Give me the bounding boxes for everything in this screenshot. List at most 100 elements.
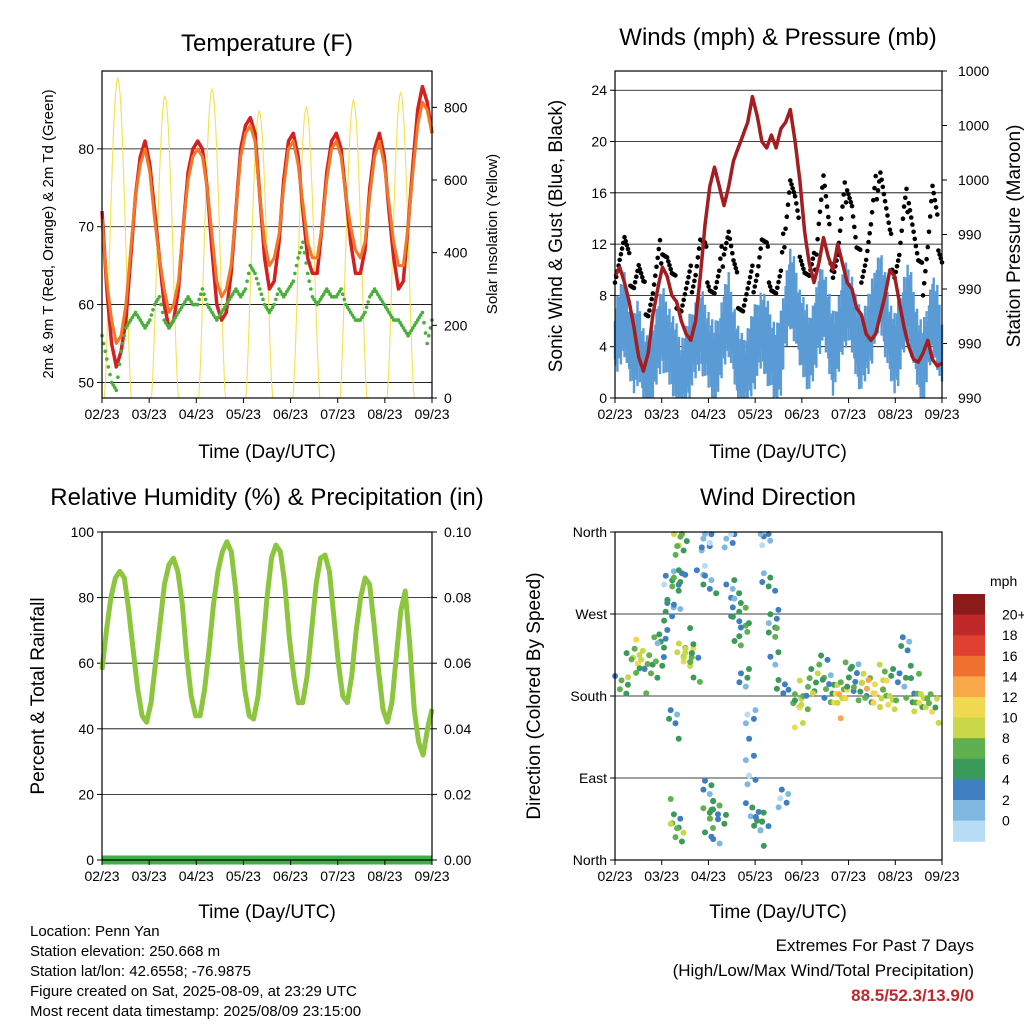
wind-direction-point	[742, 604, 749, 611]
gust-point	[694, 264, 700, 269]
gust-point	[911, 229, 916, 235]
wind-direction-point	[903, 694, 910, 701]
wind-direction-point	[746, 666, 752, 672]
colorbar-swatch	[953, 697, 985, 719]
gust-point	[920, 293, 926, 298]
gust-point	[840, 204, 845, 209]
gust-point	[849, 203, 855, 209]
dewpoint-point	[160, 310, 165, 315]
gust-point	[776, 279, 781, 285]
dewpoint-point	[339, 287, 343, 291]
gust-point	[731, 258, 736, 263]
colorbar-swatch	[953, 717, 985, 739]
wind-direction-title: Wind Direction	[700, 484, 856, 511]
gust-point	[717, 268, 722, 274]
wind-direction-point	[899, 634, 906, 641]
dewpoint-point	[105, 357, 109, 361]
y2-tick-label: 1000	[958, 172, 989, 188]
plot-frame	[614, 531, 943, 861]
station-location: Location: Penn Yan	[30, 923, 160, 940]
dewpoint-point	[181, 302, 186, 307]
humidity-line	[99, 539, 435, 758]
wind-direction-point	[672, 551, 679, 558]
wind-direction-point	[814, 670, 821, 677]
dewpoint-point	[259, 292, 264, 297]
dewpoint-point	[133, 310, 138, 315]
dewpoint-point	[419, 313, 423, 317]
wind-direction-point	[675, 640, 682, 647]
gust-point	[756, 264, 761, 269]
dewpoint-point	[113, 385, 117, 390]
wind-direction-point	[677, 533, 684, 540]
dewpoint-point	[411, 326, 415, 330]
gust-point	[752, 284, 758, 289]
wind-direction-point	[765, 620, 772, 627]
y2-tick-label: 800	[444, 99, 468, 115]
gust-point	[647, 308, 652, 313]
colorbar-label: 6	[1002, 751, 1010, 767]
wind-direction-point	[729, 540, 736, 546]
wind-direction-point	[775, 606, 782, 613]
gust-point	[875, 188, 881, 193]
gust-point	[868, 222, 874, 227]
gust-point	[746, 280, 752, 286]
gust-point	[935, 212, 940, 217]
gust-point	[795, 208, 800, 213]
dewpoint-point	[293, 271, 297, 276]
gust-point	[789, 182, 794, 187]
wind-direction-point	[837, 679, 844, 686]
wind-direction-point	[798, 701, 805, 708]
y-tick-label: 80	[78, 590, 94, 606]
dewpoint-point	[348, 310, 353, 315]
wind-direction-point	[842, 659, 849, 666]
x-tick-label: 07/23	[831, 868, 866, 884]
wind-direction-point	[738, 670, 744, 677]
wind-direction-point	[674, 711, 681, 718]
dewpoint-point	[399, 323, 404, 328]
wind-direction-point	[696, 678, 703, 685]
wind-direction-point	[744, 711, 751, 718]
gust-point	[712, 291, 717, 296]
wind-direction-point	[669, 583, 676, 590]
wind-direction-point	[775, 804, 782, 811]
wind-direction-point	[816, 661, 823, 668]
gust-point	[619, 246, 625, 251]
dewpoint-point	[321, 292, 326, 297]
dewpoint-point	[132, 313, 136, 317]
wind-direction-point	[852, 678, 859, 685]
wind-direction-point	[759, 579, 766, 585]
gust-point	[927, 214, 933, 219]
wind-direction-point	[767, 653, 774, 660]
gust-point	[724, 240, 729, 246]
gust-point	[749, 269, 754, 274]
y2-tick-label: 0.08	[444, 590, 471, 606]
plot-frame	[614, 70, 943, 399]
wind-direction-point	[847, 665, 854, 672]
wind-direction-xlabel: Time (Day/UTC)	[709, 902, 847, 923]
gust-point	[858, 247, 863, 253]
gust-point	[654, 264, 659, 270]
wind-direction-point	[917, 691, 924, 698]
dewpoint-point	[270, 305, 275, 310]
wind-direction-point	[731, 638, 738, 644]
gust-point	[777, 274, 782, 279]
wind-direction-point	[670, 568, 677, 575]
x-tick-label: 03/23	[132, 868, 167, 884]
wind-direction-point	[818, 652, 825, 659]
y2-tick-label: 600	[444, 172, 468, 188]
gust-point	[867, 231, 872, 236]
wind-direction-point	[772, 587, 779, 594]
winds-title: Winds (mph) & Pressure (mb)	[619, 24, 936, 51]
wind-direction-point	[661, 644, 667, 651]
wind-direction-point	[698, 544, 705, 551]
colorbar-title: mph	[990, 573, 1017, 589]
dewpoint-point	[376, 292, 380, 297]
y-tick-label: 60	[78, 297, 94, 313]
gust-point	[785, 202, 791, 207]
wind-direction-point	[638, 656, 645, 663]
wind-direction-point	[845, 674, 852, 681]
wind-direction-point	[706, 540, 713, 546]
wind-direction-point	[924, 695, 931, 702]
wind-direction-point	[862, 694, 869, 701]
gust-point	[640, 274, 645, 280]
